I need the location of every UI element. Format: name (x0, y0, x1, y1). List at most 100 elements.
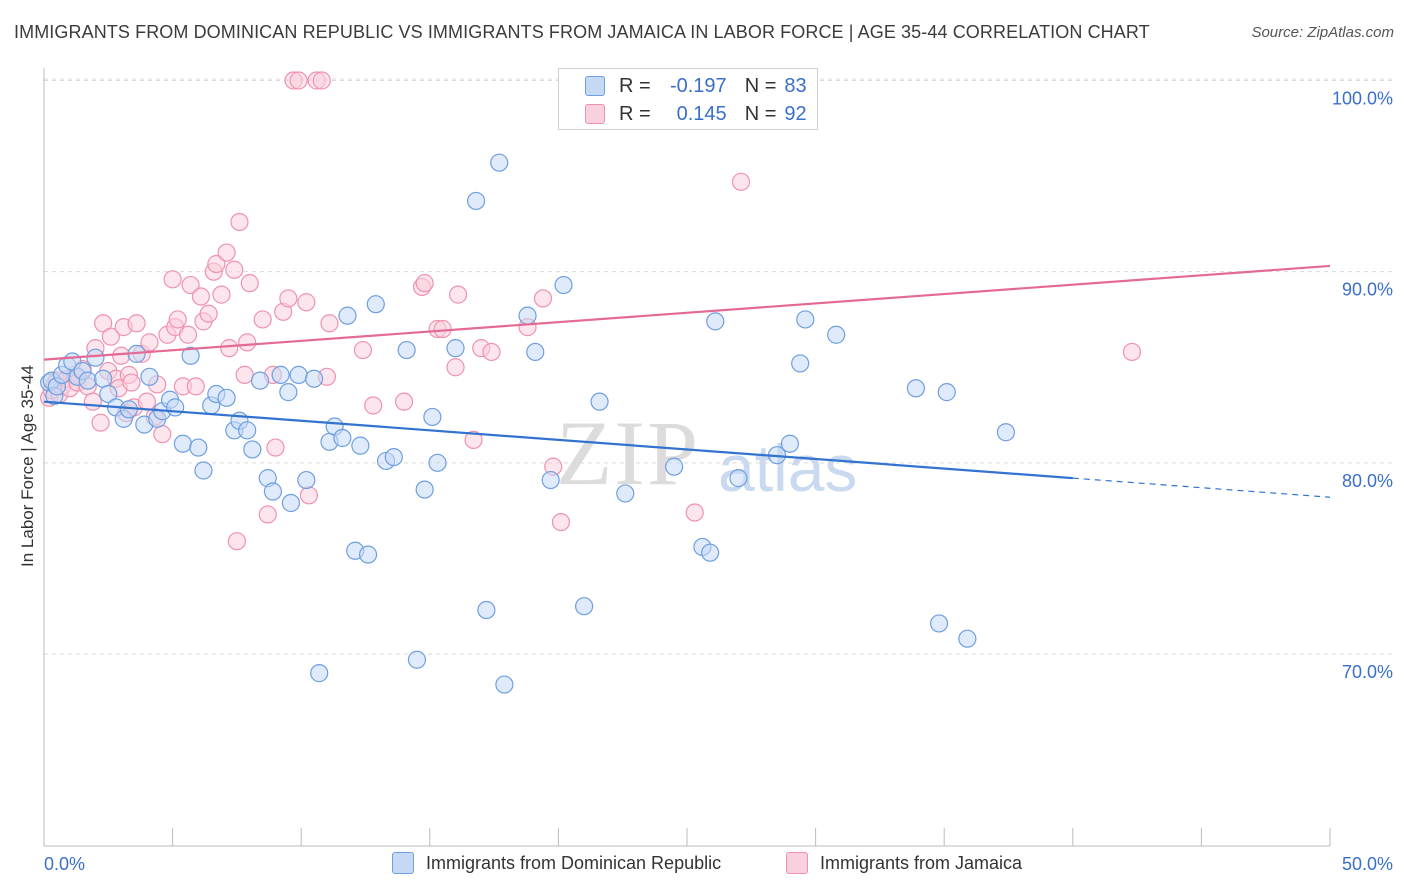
data-point-dominican (194, 461, 213, 480)
data-point-jamaica (191, 287, 210, 306)
data-point-dominican (407, 650, 427, 669)
data-point-jamaica (230, 212, 249, 232)
legend-item-dominican[interactable]: Immigrants from Dominican Republic (392, 852, 721, 874)
data-point-jamaica (685, 503, 704, 522)
data-point-dominican (929, 614, 949, 633)
data-point-jamaica (312, 71, 331, 90)
data-point-jamaica (181, 275, 200, 295)
legend-item-jamaica[interactable]: Immigrants from Jamaica (786, 852, 1022, 874)
data-point-jamaica (446, 358, 465, 377)
data-point-jamaica (253, 310, 272, 329)
data-point-dominican (575, 597, 594, 616)
y-tick-label: 70.0% (1342, 662, 1393, 682)
data-point-jamaica (240, 274, 259, 293)
data-point-dominican (271, 365, 290, 384)
data-point-dominican (397, 340, 416, 360)
data-point-dominican (279, 383, 298, 402)
data-point-jamaica (289, 71, 308, 90)
data-point-jamaica (199, 304, 218, 323)
legend-swatch-pink (786, 852, 808, 874)
legend-r-label: R = (619, 74, 651, 97)
legend-swatch-blue (585, 76, 605, 96)
data-point-jamaica (112, 346, 131, 365)
data-point-dominican (616, 484, 635, 503)
data-point-dominican (338, 306, 357, 325)
data-point-dominican (304, 369, 324, 388)
legend-item-label: Immigrants from Dominican Republic (426, 852, 722, 873)
data-point-jamaica (1122, 342, 1142, 362)
data-point-dominican (281, 493, 301, 513)
data-point-dominican (333, 428, 352, 448)
x-tick-label: 50.0% (1342, 854, 1393, 874)
data-point-dominican (706, 312, 725, 331)
data-point-dominican (238, 421, 257, 440)
data-point-jamaica (137, 392, 156, 411)
data-point-jamaica (433, 319, 452, 339)
data-point-jamaica (482, 342, 501, 362)
data-point-jamaica (364, 396, 383, 415)
data-point-dominican (827, 325, 846, 344)
data-point-dominican (958, 629, 977, 648)
data-point-dominican (140, 367, 159, 386)
data-point-dominican (358, 545, 378, 564)
data-point-dominican (665, 457, 684, 476)
data-point-dominican (166, 398, 185, 417)
legend-swatch-blue (392, 852, 414, 874)
data-point-dominican (495, 675, 514, 694)
data-point-dominican (366, 295, 385, 314)
y-tick-label: 80.0% (1342, 471, 1393, 491)
data-point-jamaica (217, 243, 236, 262)
data-point-jamaica (464, 430, 483, 449)
series-legend: Immigrants from Dominican Republic Immig… (0, 852, 1406, 878)
data-point-jamaica (122, 373, 141, 392)
data-point-jamaica (415, 274, 434, 293)
data-point-dominican (554, 275, 573, 295)
data-point-dominican (526, 342, 545, 362)
legend-swatch-pink (585, 104, 605, 124)
legend-n-label: N = (744, 102, 777, 125)
correlation-legend: R = -0.197 N = 83 R = 0.145 N = 92 (558, 68, 818, 130)
data-point-jamaica (212, 285, 231, 304)
data-point-jamaica (153, 425, 172, 444)
chart-title: IMMIGRANTS FROM DOMINICAN REPUBLIC VS IM… (14, 22, 1150, 42)
x-tick-label: 0.0% (44, 854, 85, 874)
trend-line-dominican-extension (1072, 477, 1331, 498)
trend-line-dominican (43, 400, 1073, 480)
data-point-dominican (243, 440, 262, 459)
data-point-jamaica (220, 339, 239, 358)
data-point-dominican (541, 470, 560, 490)
data-point-dominican (310, 664, 329, 683)
data-point-dominican (78, 371, 97, 390)
data-point-dominican (590, 392, 609, 411)
data-point-jamaica (186, 377, 205, 396)
data-point-dominican (428, 453, 447, 472)
data-point-jamaica (266, 438, 285, 457)
data-point-dominican (189, 438, 208, 457)
data-point-jamaica (227, 532, 246, 551)
data-point-dominican (217, 388, 236, 407)
data-point-dominican (423, 407, 442, 427)
data-point-dominican (263, 482, 283, 501)
data-point-dominican (780, 434, 799, 453)
data-point-dominican (701, 543, 720, 562)
data-point-jamaica (533, 289, 553, 308)
data-point-jamaica (731, 172, 751, 191)
data-point-jamaica (297, 293, 316, 312)
trend-line-jamaica (43, 264, 1331, 361)
data-point-jamaica (91, 413, 110, 432)
data-point-jamaica (94, 314, 113, 333)
data-point-jamaica (225, 260, 244, 279)
data-point-dominican (99, 384, 118, 404)
data-point-dominican (351, 436, 370, 455)
legend-row-dominican: R = -0.197 N = 83 (585, 74, 807, 98)
data-point-jamaica (299, 486, 319, 505)
data-point-jamaica (258, 505, 277, 524)
data-point-dominican (446, 339, 465, 358)
data-point-dominican (906, 379, 926, 398)
data-point-dominican (297, 470, 316, 490)
data-point-jamaica (238, 333, 257, 352)
data-point-jamaica (101, 327, 120, 346)
y-axis-label: In Labor Force | Age 35-44 (18, 365, 37, 567)
legend-r-label: R = (619, 102, 651, 125)
